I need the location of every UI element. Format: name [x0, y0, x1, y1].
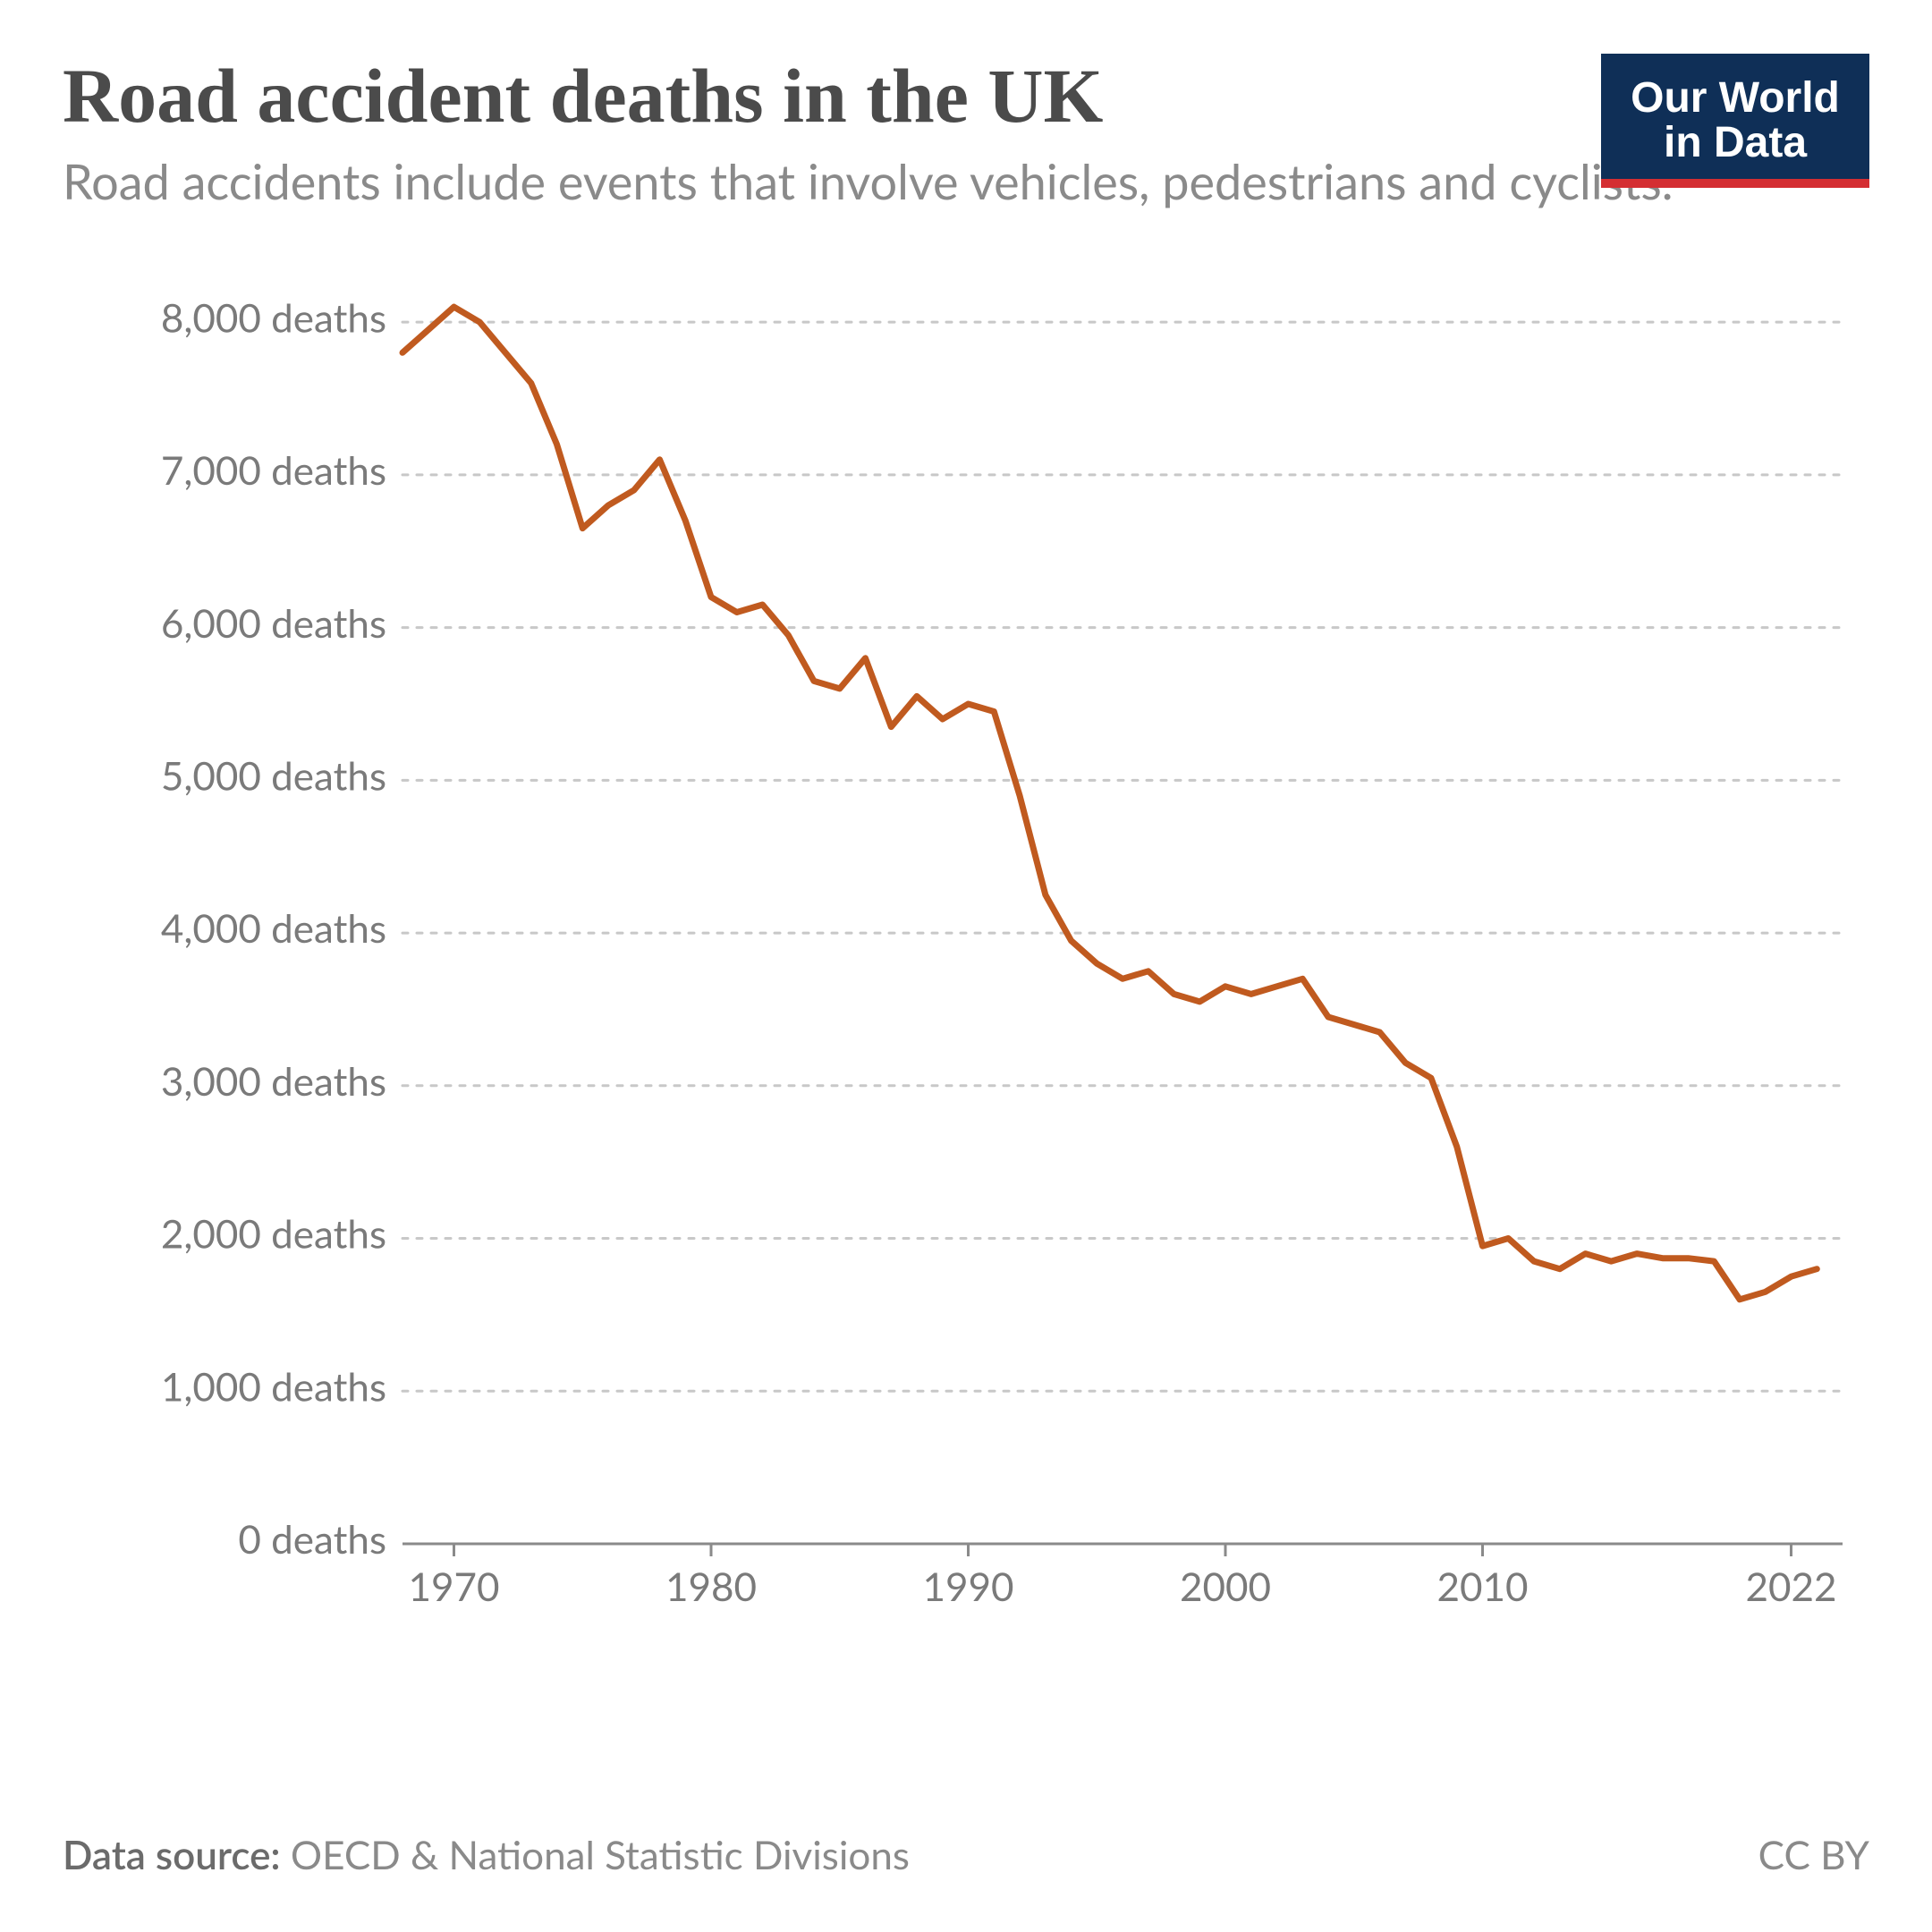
data-source-value: OECD & National Statistic Divisions	[291, 1832, 910, 1878]
data-source-label: Data source:	[63, 1832, 281, 1878]
y-tick-label: 7,000 deaths	[161, 447, 386, 494]
logo-underline	[1601, 179, 1869, 188]
chart-title: Road accident deaths in the UK	[63, 54, 1869, 139]
chart-header: Road accident deaths in the UK Road acci…	[63, 54, 1869, 211]
x-tick-label: 2000	[1180, 1563, 1271, 1610]
y-tick-label: 4,000 deaths	[161, 905, 386, 952]
y-tick-label: 5,000 deaths	[161, 753, 386, 800]
y-tick-label: 3,000 deaths	[161, 1058, 386, 1105]
data-source: Data source: OECD & National Statistic D…	[63, 1832, 910, 1878]
y-tick-label: 1,000 deaths	[161, 1364, 386, 1411]
line-chart: 0 deaths 1,000 deaths 2,000 deaths 3,000 de…	[63, 265, 1869, 1633]
x-tick-label: 2022	[1745, 1563, 1836, 1610]
y-tick-label: 0 deaths	[238, 1516, 386, 1563]
chart-footer: Data source: OECD & National Statistic D…	[63, 1832, 1869, 1878]
logo-line1: Our World	[1601, 76, 1869, 121]
data-line	[402, 307, 1817, 1300]
y-tick-label: 6,000 deaths	[161, 600, 386, 647]
x-tick-label: 2010	[1436, 1563, 1528, 1610]
chart-area: 0 deaths 1,000 deaths 2,000 deaths 3,000 de…	[63, 265, 1869, 1633]
logo-line2: in Data	[1601, 121, 1869, 165]
owid-logo: Our World in Data	[1601, 54, 1869, 188]
y-tick-label: 8,000 deaths	[161, 294, 386, 341]
chart-subtitle: Road accidents include events that invol…	[63, 151, 1869, 212]
x-tick-label: 1990	[922, 1563, 1013, 1610]
x-tick-label: 1970	[408, 1563, 499, 1610]
x-tick-label: 1980	[665, 1563, 757, 1610]
license-label: CC BY	[1758, 1832, 1869, 1878]
y-tick-label: 2,000 deaths	[161, 1211, 386, 1258]
